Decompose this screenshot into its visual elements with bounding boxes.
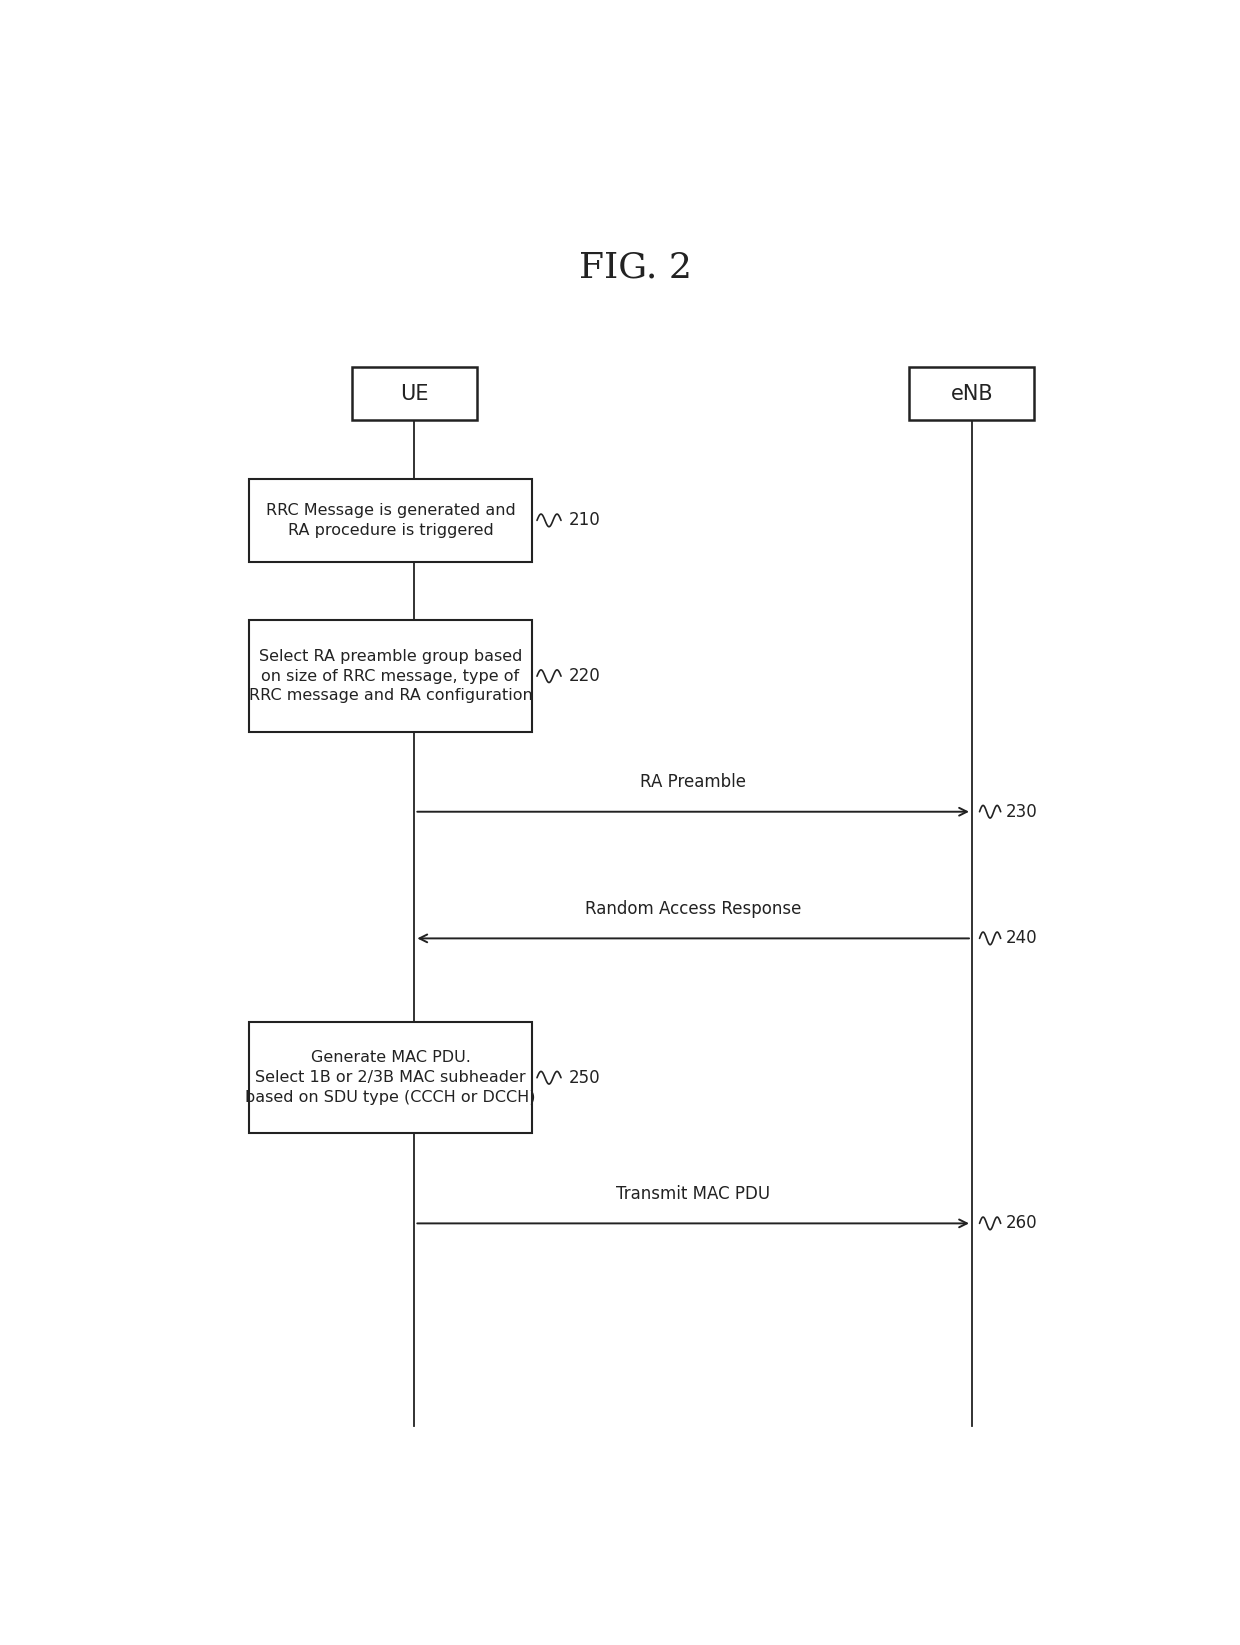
Text: RRC Message is generated and
RA procedure is triggered: RRC Message is generated and RA procedur… — [265, 503, 516, 538]
Text: UE: UE — [401, 383, 429, 403]
Text: 220: 220 — [569, 668, 600, 686]
Text: Random Access Response: Random Access Response — [585, 900, 801, 918]
Text: 230: 230 — [1006, 803, 1037, 821]
FancyBboxPatch shape — [249, 620, 532, 732]
Text: 260: 260 — [1006, 1214, 1037, 1232]
FancyBboxPatch shape — [249, 1022, 532, 1133]
Text: eNB: eNB — [951, 383, 993, 403]
Text: 250: 250 — [569, 1069, 600, 1087]
FancyBboxPatch shape — [909, 367, 1034, 421]
FancyBboxPatch shape — [249, 479, 532, 561]
Text: 240: 240 — [1006, 929, 1037, 948]
Text: Generate MAC PDU.
Select 1B or 2/3B MAC subheader
based on SDU type (CCCH or DCC: Generate MAC PDU. Select 1B or 2/3B MAC … — [246, 1051, 536, 1105]
Text: RA Preamble: RA Preamble — [640, 773, 746, 791]
Text: FIG. 2: FIG. 2 — [579, 250, 692, 285]
Text: Select RA preamble group based
on size of RRC message, type of
RRC message and R: Select RA preamble group based on size o… — [248, 648, 532, 704]
Text: Transmit MAC PDU: Transmit MAC PDU — [616, 1184, 770, 1202]
Text: 210: 210 — [569, 512, 600, 530]
FancyBboxPatch shape — [352, 367, 477, 421]
